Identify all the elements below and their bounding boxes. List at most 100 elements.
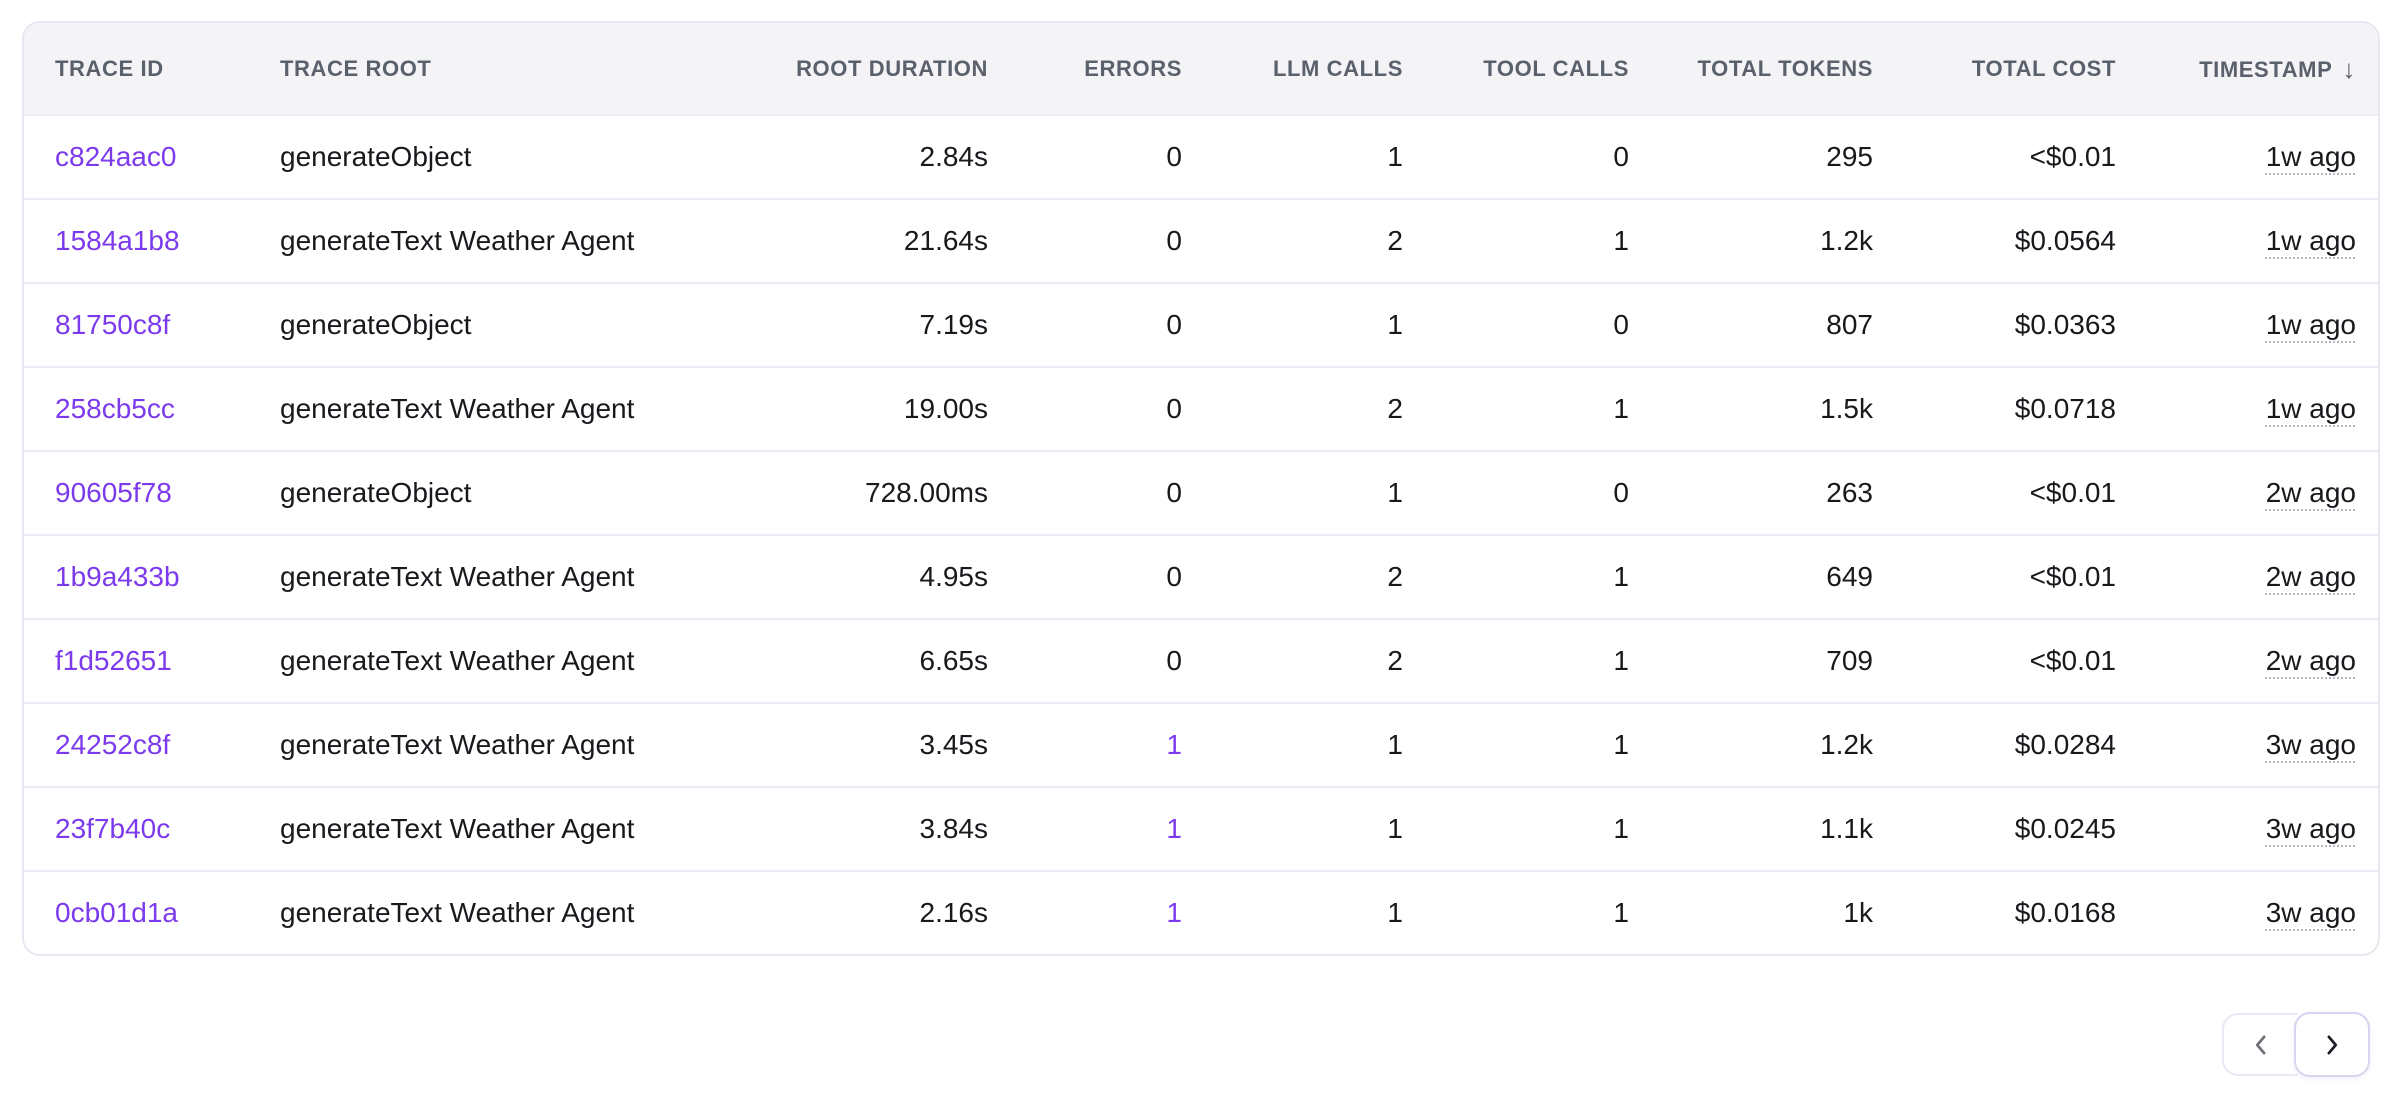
column-header-llm-calls[interactable]: LLM CALLS xyxy=(1208,23,1429,114)
cell-llm-calls: 1 xyxy=(1208,450,1429,534)
cell-total-cost: <$0.01 xyxy=(1899,618,2142,702)
cell-trace-id[interactable]: 23f7b40c xyxy=(24,786,257,870)
timestamp-value[interactable]: 1w ago xyxy=(2265,141,2356,172)
cell-errors: 0 xyxy=(1014,282,1208,366)
cell-llm-calls: 2 xyxy=(1208,198,1429,282)
cell-timestamp[interactable]: 2w ago xyxy=(2142,450,2378,534)
cell-errors: 0 xyxy=(1014,618,1208,702)
next-page-button[interactable] xyxy=(2294,1012,2370,1077)
column-header-tool-calls[interactable]: TOOL CALLS xyxy=(1429,23,1655,114)
timestamp-value[interactable]: 2w ago xyxy=(2265,477,2356,508)
cell-timestamp[interactable]: 1w ago xyxy=(2142,198,2378,282)
timestamp-value[interactable]: 2w ago xyxy=(2265,561,2356,592)
table-row[interactable]: 1584a1b8 generateText Weather Agent 21.64s… xyxy=(24,198,2378,282)
cell-llm-calls: 2 xyxy=(1208,618,1429,702)
cell-llm-calls: 1 xyxy=(1208,870,1429,954)
column-label: TRACE ID xyxy=(55,55,164,81)
cell-timestamp[interactable]: 3w ago xyxy=(2142,786,2378,870)
cell-root-duration: 7.19s xyxy=(702,282,1014,366)
cell-trace-root: generateObject xyxy=(257,450,702,534)
table-row[interactable]: 90605f78 generateObject 728.00ms 0 1 0 263 <$0.… xyxy=(24,450,2378,534)
cell-errors: 1 xyxy=(1014,786,1208,870)
prev-page-button[interactable] xyxy=(2222,1013,2298,1076)
table-row[interactable]: c824aac0 generateObject 2.84s 0 1 0 295 <$0.01 1… xyxy=(24,114,2378,198)
cell-tool-calls: 1 xyxy=(1429,870,1655,954)
cell-total-cost: $0.0245 xyxy=(1899,786,2142,870)
cell-timestamp[interactable]: 1w ago xyxy=(2142,282,2378,366)
cell-total-cost: <$0.01 xyxy=(1899,534,2142,618)
chevron-left-icon xyxy=(2246,1030,2276,1060)
cell-total-tokens: 1k xyxy=(1655,870,1899,954)
timestamp-value[interactable]: 3w ago xyxy=(2265,897,2356,928)
column-header-trace-root[interactable]: TRACE ROOT xyxy=(257,23,702,114)
cell-total-tokens: 649 xyxy=(1655,534,1899,618)
cell-errors: 1 xyxy=(1014,870,1208,954)
cell-timestamp[interactable]: 1w ago xyxy=(2142,114,2378,198)
cell-trace-id[interactable]: 258cb5cc xyxy=(24,366,257,450)
cell-trace-id[interactable]: 90605f78 xyxy=(24,450,257,534)
cell-errors: 0 xyxy=(1014,450,1208,534)
cell-total-tokens: 1.5k xyxy=(1655,366,1899,450)
cell-root-duration: 21.64s xyxy=(702,198,1014,282)
table-row[interactable]: f1d52651 generateText Weather Agent 6.65s 0… xyxy=(24,618,2378,702)
table-row[interactable]: 0cb01d1a generateText Weather Agent 2.16s 1… xyxy=(24,870,2378,954)
cell-trace-id[interactable]: 81750c8f xyxy=(24,282,257,366)
column-header-total-tokens[interactable]: TOTAL TOKENS xyxy=(1655,23,1899,114)
cell-trace-id[interactable]: 24252c8f xyxy=(24,702,257,786)
cell-timestamp[interactable]: 2w ago xyxy=(2142,534,2378,618)
cell-total-cost: <$0.01 xyxy=(1899,114,2142,198)
cell-total-tokens: 1.2k xyxy=(1655,198,1899,282)
cell-timestamp[interactable]: 2w ago xyxy=(2142,618,2378,702)
cell-root-duration: 2.84s xyxy=(702,114,1014,198)
cell-trace-id[interactable]: c824aac0 xyxy=(24,114,257,198)
cell-total-cost: $0.0718 xyxy=(1899,366,2142,450)
chevron-right-icon xyxy=(2317,1030,2347,1060)
cell-trace-root: generateObject xyxy=(257,282,702,366)
cell-trace-root: generateText Weather Agent xyxy=(257,702,702,786)
column-header-total-cost[interactable]: TOTAL COST xyxy=(1899,23,2142,114)
cell-tool-calls: 1 xyxy=(1429,702,1655,786)
timestamp-value[interactable]: 3w ago xyxy=(2265,813,2356,844)
cell-errors: 0 xyxy=(1014,114,1208,198)
column-label: TOTAL COST xyxy=(1971,55,2116,81)
pagination xyxy=(2222,1012,2370,1077)
cell-trace-id[interactable]: 1b9a433b xyxy=(24,534,257,618)
cell-errors: 0 xyxy=(1014,198,1208,282)
timestamp-value[interactable]: 2w ago xyxy=(2265,645,2356,676)
column-header-trace-id[interactable]: TRACE ID xyxy=(24,23,257,114)
cell-total-cost: $0.0168 xyxy=(1899,870,2142,954)
column-header-errors[interactable]: ERRORS xyxy=(1014,23,1208,114)
column-header-timestamp[interactable]: TIMESTAMP ↓ xyxy=(2142,23,2378,114)
cell-trace-root: generateObject xyxy=(257,114,702,198)
cell-errors: 0 xyxy=(1014,366,1208,450)
cell-timestamp[interactable]: 3w ago xyxy=(2142,870,2378,954)
cell-tool-calls: 1 xyxy=(1429,534,1655,618)
cell-total-tokens: 295 xyxy=(1655,114,1899,198)
cell-timestamp[interactable]: 3w ago xyxy=(2142,702,2378,786)
cell-root-duration: 4.95s xyxy=(702,534,1014,618)
table-row[interactable]: 258cb5cc generateText Weather Agent 19.00s… xyxy=(24,366,2378,450)
timestamp-value[interactable]: 1w ago xyxy=(2265,309,2356,340)
timestamp-value[interactable]: 1w ago xyxy=(2265,393,2356,424)
column-label: TOOL CALLS xyxy=(1483,55,1629,81)
timestamp-value[interactable]: 3w ago xyxy=(2265,729,2356,760)
table-row[interactable]: 23f7b40c generateText Weather Agent 3.84s 1… xyxy=(24,786,2378,870)
cell-root-duration: 2.16s xyxy=(702,870,1014,954)
traces-table: TRACE ID TRACE ROOT ROOT DURATION ERRORS LLM… xyxy=(24,23,2378,954)
column-label: TOTAL TOKENS xyxy=(1697,55,1873,81)
cell-llm-calls: 1 xyxy=(1208,786,1429,870)
cell-total-cost: $0.0564 xyxy=(1899,198,2142,282)
table-row[interactable]: 1b9a433b generateText Weather Agent 4.95s 0… xyxy=(24,534,2378,618)
cell-trace-id[interactable]: f1d52651 xyxy=(24,618,257,702)
cell-tool-calls: 0 xyxy=(1429,450,1655,534)
table-row[interactable]: 24252c8f generateText Weather Agent 3.45s 1… xyxy=(24,702,2378,786)
cell-trace-id[interactable]: 1584a1b8 xyxy=(24,198,257,282)
timestamp-value[interactable]: 1w ago xyxy=(2265,225,2356,256)
cell-tool-calls: 1 xyxy=(1429,786,1655,870)
column-label: ERRORS xyxy=(1084,55,1182,81)
column-header-root-duration[interactable]: ROOT DURATION xyxy=(702,23,1014,114)
table-row[interactable]: 81750c8f generateObject 7.19s 0 1 0 807 $0.0363… xyxy=(24,282,2378,366)
cell-trace-id[interactable]: 0cb01d1a xyxy=(24,870,257,954)
traces-table-card: TRACE ID TRACE ROOT ROOT DURATION ERRORS LLM… xyxy=(22,21,2380,956)
cell-timestamp[interactable]: 1w ago xyxy=(2142,366,2378,450)
